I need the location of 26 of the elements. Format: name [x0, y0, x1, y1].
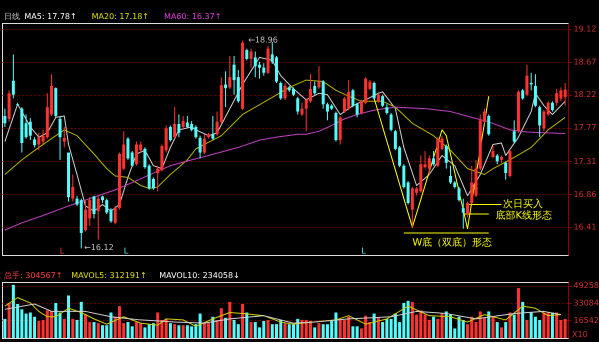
annotation: L [361, 246, 366, 256]
y-tick-label: 17.77 [574, 123, 596, 132]
text: MAVOL5: 312191↑ [71, 271, 147, 280]
y-tick-label: 16.86 [574, 190, 596, 199]
text: 日线 [4, 12, 20, 21]
annotation: ←18.96 [248, 36, 278, 45]
annotation: ←16.12 [84, 243, 114, 252]
annotation: L [124, 246, 129, 256]
text: MA20: 17.18↑ [92, 12, 150, 21]
y-tick-label: 18.22 [574, 90, 596, 100]
y-tick-label: 18.67 [574, 57, 596, 66]
y-tick-label: 49258 [574, 281, 599, 290]
y-axis-title: X10 [572, 330, 588, 339]
text: MA5: 17.78↑ [24, 12, 77, 21]
y-tick-label: 17.31 [574, 156, 596, 166]
y-tick-label: 33084 [574, 298, 599, 308]
text: 总手: 304567↑ [3, 271, 62, 280]
annotation: 次日买入 [502, 198, 543, 210]
annotation: W底（双底）形态 [412, 236, 492, 248]
text: MA60: 16.37↑ [164, 12, 222, 21]
annotation: 底部K线形态 [496, 210, 552, 222]
text: MAVOL10: 234058↓ [159, 271, 240, 280]
y-tick-label: 19.12 [574, 24, 596, 34]
y-tick-label: 16.41 [574, 222, 596, 232]
y-tick-label: 16542 [574, 316, 599, 325]
annotation: L [60, 246, 65, 256]
